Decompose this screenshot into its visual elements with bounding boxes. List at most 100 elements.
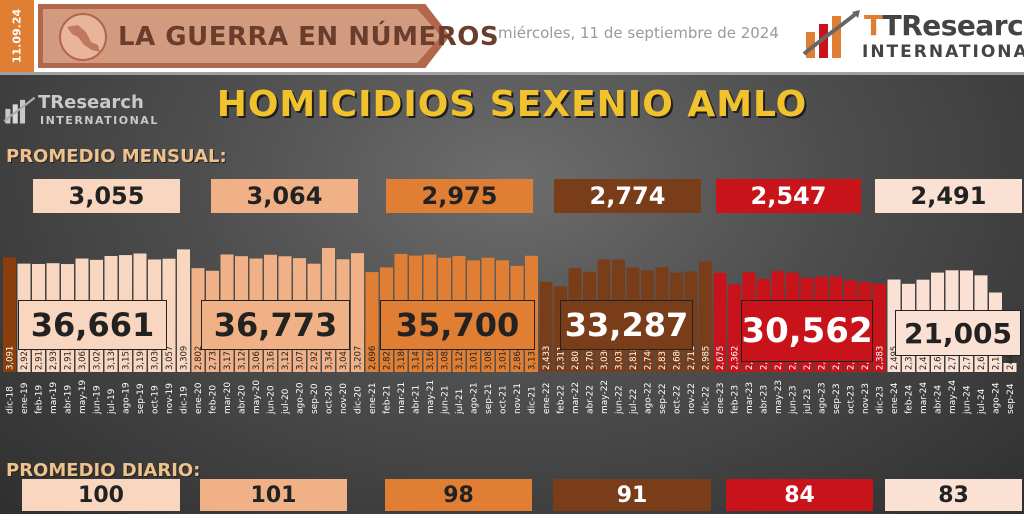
bar-dic-19 (177, 249, 190, 372)
value-label-oct-19: 3,036 (151, 346, 161, 370)
category-label-abr-19: abr-19 (64, 385, 74, 414)
category-label-jun-22: jun-22 (615, 385, 625, 415)
watermark-logo-subtitle: INTERNATIONAL (40, 114, 159, 127)
category-label-jul-19: jul-19 (107, 388, 117, 415)
category-label-jun-20: jun-20 (267, 385, 277, 415)
category-label-mar-24: mar-24 (919, 382, 929, 414)
value-label-oct-22: 2,680 (673, 346, 683, 370)
category-label-ago-21: ago-21 (470, 382, 480, 414)
category-label-sep-24: sep-24 (1006, 383, 1016, 414)
category-label-ene-23: ene-23 (716, 383, 726, 414)
value-label-jun-20: 3,163 (267, 346, 277, 370)
value-label-feb-23: 2,362 (731, 346, 741, 370)
category-label-nov-23: nov-23 (861, 383, 871, 414)
category-label-oct-21: oct-21 (499, 385, 509, 414)
category-label-nov-19: nov-19 (165, 383, 175, 414)
category-label-nov-22: nov-22 (687, 383, 697, 414)
value-label-ene-20: 2,802 (194, 346, 204, 370)
value-label-may-22: 3,036 (600, 346, 610, 370)
category-label-ene-20: ene-20 (194, 382, 204, 414)
category-label-may-22: may-22 (600, 380, 610, 414)
category-label-ago-20: ago-20 (296, 382, 306, 414)
category-label-dic-20: dic-20 (354, 386, 364, 414)
bar-dic-18 (3, 257, 16, 372)
value-label-jun-21: 3,082 (441, 346, 451, 370)
value-label-sep-22: 2,831 (658, 346, 668, 370)
category-label-jun-21: jun-21 (441, 385, 451, 415)
monthly-avg-2022: 2,774 (554, 179, 701, 213)
header-date: miércoles, 11 de septiembre de 2024 (498, 24, 779, 42)
value-label-may-20: 3,063 (252, 346, 262, 370)
value-label-may-19: 3,062 (78, 346, 88, 370)
value-label-nov-20: 3,043 (339, 346, 349, 370)
category-label-oct-22: oct-22 (673, 385, 683, 414)
category-label-dic-23: dic-23 (876, 386, 886, 414)
value-label-mar-22: 2,801 (571, 346, 581, 370)
category-label-abr-23: abr-23 (760, 385, 770, 414)
value-label-ene-19: 2,924 (20, 346, 30, 370)
watermark-logo-icon (3, 96, 36, 124)
value-label-mar-20: 3,171 (223, 346, 233, 370)
value-label-ene-24: 2,495 (890, 346, 900, 370)
value-label-nov-22: 2,711 (687, 346, 697, 370)
category-label-may-19: may-19 (78, 380, 88, 414)
value-label-jul-22: 2,818 (629, 346, 639, 370)
value-label-ago-21: 3,012 (470, 346, 480, 370)
category-label-abr-20: abr-20 (238, 385, 248, 414)
value-label-ene-21: 2,696 (368, 346, 378, 370)
category-label-may-24: may-24 (948, 380, 958, 414)
value-label-feb-21: 2,822 (383, 346, 393, 370)
value-label-feb-20: 2,732 (209, 346, 219, 370)
value-label-nov-21: 2,864 (513, 346, 523, 370)
value-label-sep-20: 2,923 (310, 346, 320, 370)
banner-title: LA GUERRA EN NÚMEROS (118, 22, 500, 52)
category-label-ene-19: ene-19 (20, 382, 30, 414)
monthly-homicides-chart: 3,091 dic-18 2,924 ene-19 2,915 feb-19 2,936 ma… (3, 247, 1017, 415)
category-label-feb-20: feb-20 (209, 385, 219, 414)
value-label-abr-22: 2,703 (586, 346, 596, 370)
category-label-mar-19: mar-19 (49, 382, 59, 414)
category-label-abr-21: abr-21 (412, 385, 422, 414)
logo-subtitle: INTERNATIONAL (862, 42, 1024, 62)
category-label-feb-23: feb-23 (731, 385, 741, 414)
total-2019: 36,661 (18, 300, 167, 350)
total-2022: 33,287 (560, 300, 693, 350)
category-label-jul-21: jul-21 (455, 389, 465, 415)
monthly-avg-2021: 2,975 (386, 179, 533, 213)
category-label-jun-24: jun-24 (963, 385, 973, 415)
category-label-feb-19: feb-19 (35, 385, 45, 414)
main-title: HOMICIDIOS SEXENIO AMLO (216, 84, 808, 125)
value-label-mar-19: 2,936 (49, 346, 59, 370)
category-label-ene-21: ene-21 (368, 383, 378, 414)
value-label-ago-24: 2,145 (992, 346, 1002, 370)
date-tab: 11.09.24 (0, 0, 34, 72)
value-label-oct-20: 3,347 (325, 346, 335, 370)
value-label-dic-20: 3,207 (354, 346, 364, 370)
category-label-feb-22: feb-22 (557, 385, 567, 414)
watermark-logo: TResearch INTERNATIONAL (2, 90, 157, 132)
value-label-may-21: 3,169 (426, 346, 436, 370)
value-label-abr-21: 3,141 (412, 346, 422, 370)
value-label-ago-20: 3,073 (296, 346, 306, 370)
daily-avg-2022: 91 (553, 479, 711, 511)
category-label-feb-21: feb-21 (383, 385, 393, 414)
category-label-sep-22: sep-22 (658, 383, 668, 414)
bar-dic-22 (699, 261, 712, 372)
category-label-ago-19: ago-19 (122, 382, 132, 414)
monthly-average-label: PROMEDIO MENSUAL: (6, 146, 227, 167)
value-label-sep-24: 244 (1006, 354, 1016, 370)
value-label-mar-21: 3,186 (397, 346, 407, 370)
company-logo: TTResearch INTERNATIONAL (800, 4, 1024, 66)
value-label-nov-19: 3,057 (165, 346, 175, 370)
header-bar: 11.09.24 LA GUERRA EN NÚMEROS miércoles,… (0, 0, 1024, 75)
value-label-ene-23: 2,675 (716, 346, 726, 370)
value-label-sep-19: 3,198 (136, 346, 146, 370)
value-label-jul-20: 3,123 (281, 346, 291, 370)
category-label-jun-23: jun-23 (789, 385, 799, 415)
value-label-ago-19: 3,155 (122, 346, 132, 370)
bar-ene-23 (713, 272, 727, 372)
category-label-feb-24: feb-24 (905, 385, 915, 414)
value-label-abr-20: 3,126 (238, 346, 248, 370)
daily-avg-2024: 83 (885, 479, 1022, 511)
